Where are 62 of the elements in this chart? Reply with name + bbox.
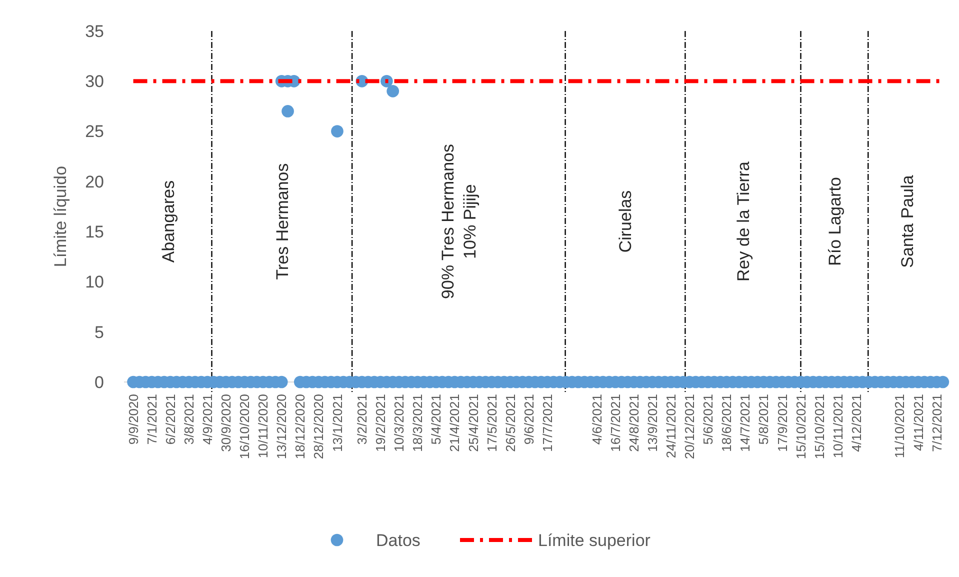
x-tick-label: 26/5/2021: [502, 394, 518, 452]
x-tick-label: 4/9/2021: [200, 394, 215, 445]
x-tick-label: 7/12/2021: [929, 394, 944, 452]
x-tick-label: 3/2/2021: [354, 394, 370, 445]
x-tick-label: 10/11/2021: [830, 394, 846, 458]
x-tick-label: 16/10/2020: [237, 394, 252, 460]
annotation: Ciruelas: [616, 190, 636, 253]
y-axis-title: Límite líquido: [51, 166, 70, 268]
x-tick-label: 11/10/2021: [892, 394, 908, 458]
x-tick-label: 15/10/2021: [812, 394, 827, 460]
x-tick-label: 20/12/2021: [682, 394, 698, 460]
x-tick-label: 18/3/2021: [410, 394, 426, 452]
y-tick-label: 20: [85, 172, 104, 192]
x-tick-label: 28/12/2020: [311, 394, 326, 460]
x-tick-label: 17/9/2021: [774, 394, 790, 452]
x-tick-label: 5/8/2021: [756, 394, 772, 445]
x-tick-label: 13/1/2021: [330, 394, 345, 452]
y-tick-label: 25: [85, 122, 104, 142]
x-tick-label: 5/4/2021: [428, 394, 444, 445]
annotation: Abangares: [158, 180, 178, 263]
x-tick-label: 19/2/2021: [373, 394, 388, 452]
x-tick-label: 4/12/2021: [848, 394, 864, 452]
x-tick-label: 15/10/2021: [793, 394, 808, 460]
annotation: 90% Tres Hermanos 10% Pijije: [438, 144, 480, 299]
x-tick-label: 21/4/2021: [447, 394, 462, 452]
x-tick-label: 5/6/2021: [700, 394, 716, 445]
annotation: Santa Paula: [898, 174, 918, 268]
x-tick-label: 6/2/2021: [162, 394, 178, 445]
point: [386, 85, 400, 98]
x-tick-label: 30/9/2020: [218, 394, 234, 452]
annotation: Rey de la Tierra: [734, 160, 753, 282]
x-tick-label: 14/7/2021: [738, 394, 753, 452]
annotation: Río Lagarto: [825, 177, 844, 266]
legend-label: Límite superior: [538, 530, 651, 550]
y-tick-label: 10: [85, 272, 104, 292]
x-tick-label: 18/12/2020: [292, 394, 308, 460]
x-tick-label: 17/5/2021: [484, 394, 500, 452]
x-tick-label: 25/4/2021: [466, 394, 481, 452]
point: [331, 125, 344, 138]
x-tick-label: 4/6/2021: [589, 394, 604, 445]
point: [282, 105, 294, 118]
x-tick-label: 10/11/2020: [256, 394, 271, 458]
y-tick-label: 0: [94, 372, 104, 392]
y-tick-label: 15: [85, 222, 104, 242]
x-tick-label: 3/8/2021: [181, 394, 196, 445]
x-tick-label: 9/6/2021: [521, 394, 536, 445]
x-tick-label: 9/9/2020: [126, 394, 141, 445]
y-tick-label: 5: [94, 322, 104, 342]
x-tick-label: 4/11/2021: [910, 394, 926, 451]
y-tick-label: 35: [85, 22, 104, 41]
x-tick-label: 13/12/2020: [274, 394, 290, 460]
y-tick-label: 30: [85, 72, 104, 92]
x-tick-label: 10/3/2021: [392, 394, 407, 452]
x-tick-label: 24/8/2021: [626, 394, 642, 452]
x-tick-label: 16/7/2021: [608, 394, 623, 452]
annotation: Tres Hermanos: [272, 163, 292, 280]
x-tick-label: 13/9/2021: [644, 394, 660, 452]
x-tick-label: 24/11/2021: [664, 394, 679, 458]
legend-label: Datos: [376, 530, 420, 550]
x-tick-label: 18/6/2021: [719, 394, 734, 452]
x-tick-label: 7/1/2021: [144, 394, 160, 445]
x-tick-label: 17/7/2021: [540, 394, 555, 452]
